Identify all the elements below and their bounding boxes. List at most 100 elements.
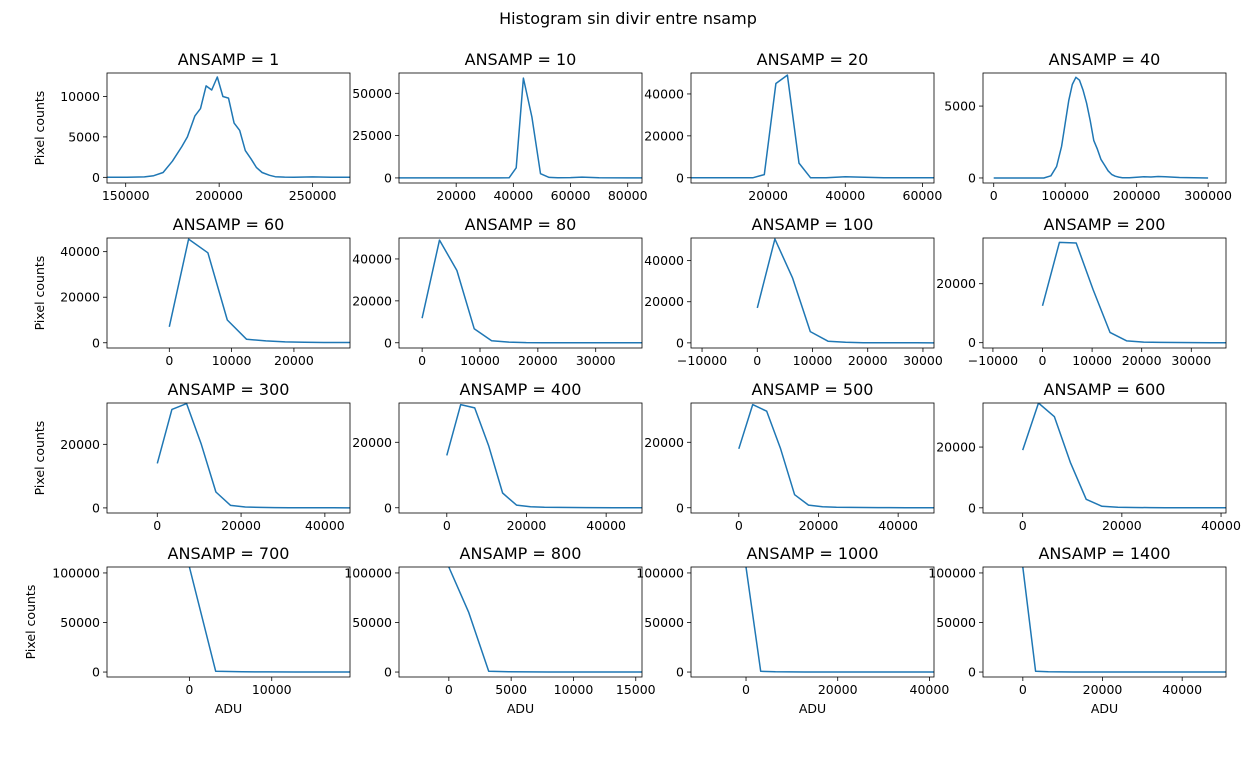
x-tick-label: 40000	[1201, 518, 1241, 533]
series-line	[745, 567, 934, 673]
x-tick-label: 20000	[748, 188, 788, 203]
x-tick-label: 150000	[102, 188, 150, 203]
y-tick-label: 0	[968, 170, 976, 185]
y-tick-label: 20000	[352, 293, 392, 308]
x-tick-label: 300000	[1184, 188, 1232, 203]
y-tick-label: 100000	[344, 565, 392, 580]
x-tick-label: 10000	[793, 353, 833, 368]
y-tick-label: 0	[676, 170, 684, 185]
x-tick-label: 40000	[825, 188, 865, 203]
y-tick-label: 0	[676, 665, 684, 680]
x-tick-label: 40000	[305, 518, 345, 533]
subplot-6: ANSAMP = 80 0 10000 20000 30000 0 20000 40000	[352, 215, 643, 368]
axes-frame	[106, 402, 351, 514]
y-axis-label: Pixel counts	[23, 585, 38, 660]
x-tick-label: 80000	[608, 188, 648, 203]
axes-frame	[398, 72, 643, 184]
series-line	[1041, 241, 1226, 344]
subplot-title: ANSAMP = 1	[178, 50, 280, 69]
subplot-title: ANSAMP = 600	[1044, 380, 1166, 399]
subplot-title: ANSAMP = 300	[168, 380, 290, 399]
x-tick-label: 0	[735, 518, 743, 533]
x-tick-label: 20000	[1122, 353, 1162, 368]
x-tick-label: 0	[445, 682, 453, 697]
series-line	[993, 76, 1209, 179]
y-tick-label: 100000	[636, 565, 684, 580]
y-tick-label: 0	[384, 170, 392, 185]
y-tick-label: 40000	[352, 251, 392, 266]
x-axis-label: ADU	[507, 701, 534, 716]
x-tick-label: 0	[185, 682, 193, 697]
x-axis-label: ADU	[799, 701, 826, 716]
x-tick-label: 10000	[252, 682, 292, 697]
axes-frame	[106, 566, 351, 678]
x-tick-label: 20000	[507, 518, 547, 533]
y-tick-label: 20000	[644, 435, 684, 450]
axes-frame	[106, 237, 351, 349]
y-tick-label: 40000	[644, 86, 684, 101]
y-tick-label: 0	[968, 500, 976, 515]
subplot-title: ANSAMP = 1000	[746, 544, 878, 563]
x-tick-label: 40000	[1162, 682, 1202, 697]
x-tick-label: 20000	[848, 353, 888, 368]
subplot-7: ANSAMP = 100 −10000 0 10000 20000 30000 0 20000…	[644, 215, 943, 368]
x-tick-label: 0	[418, 353, 426, 368]
x-tick-label: 0	[1019, 682, 1027, 697]
axes-frame	[982, 237, 1227, 349]
y-tick-label: 0	[92, 170, 100, 185]
subplot-2: ANSAMP = 10 20000 40000 60000 80000 0 25000 500…	[352, 50, 647, 203]
subplot-title: ANSAMP = 20	[757, 50, 869, 69]
subplot-8: ANSAMP = 200 −10000 0 10000 20000 30000 0 20000	[936, 215, 1227, 368]
x-tick-label: 20000	[436, 188, 476, 203]
subplot-16: ANSAMP = 1400 0 20000 40000 0 50000 100000 ADU	[928, 544, 1227, 716]
x-tick-label: 10000	[212, 353, 252, 368]
axes-frame	[982, 402, 1227, 514]
subplot-10: ANSAMP = 400 0 20000 40000 0 20000	[352, 380, 643, 533]
series-line	[756, 238, 934, 344]
subplot-title: ANSAMP = 200	[1044, 215, 1166, 234]
y-tick-label: 40000	[60, 244, 100, 259]
x-tick-label: 100000	[1041, 188, 1089, 203]
x-tick-label: 20000	[274, 353, 314, 368]
series-line	[156, 403, 350, 509]
x-tick-label: 250000	[289, 188, 337, 203]
subplot-title: ANSAMP = 100	[752, 215, 874, 234]
x-tick-label: 40000	[493, 188, 533, 203]
x-tick-label: 0	[1039, 353, 1047, 368]
x-tick-label: 0	[443, 518, 451, 533]
y-tick-label: 50000	[352, 615, 392, 630]
y-tick-label: 5000	[68, 129, 100, 144]
y-tick-label: 50000	[352, 86, 392, 101]
x-axis-label: ADU	[215, 701, 242, 716]
axes-frame	[106, 72, 351, 184]
y-tick-label: 0	[384, 500, 392, 515]
y-tick-label: 100000	[928, 565, 976, 580]
x-tick-label: 0	[165, 353, 173, 368]
x-tick-label: 40000	[878, 518, 918, 533]
y-tick-label: 20000	[644, 128, 684, 143]
x-tick-label: 30000	[903, 353, 943, 368]
series-line	[738, 403, 934, 509]
y-axis-label: Pixel counts	[32, 91, 47, 166]
x-tick-label: 30000	[1171, 353, 1211, 368]
y-tick-label: 20000	[936, 276, 976, 291]
y-tick-label: 25000	[352, 128, 392, 143]
y-axis-label: Pixel counts	[32, 421, 47, 496]
x-tick-label: 40000	[586, 518, 626, 533]
subplot-1: ANSAMP = 1 150000 200000 250000 0 5000 10000 Pi…	[32, 50, 351, 203]
y-tick-label: 0	[384, 335, 392, 350]
x-tick-label: 200000	[195, 188, 243, 203]
subplot-title: ANSAMP = 40	[1049, 50, 1161, 69]
series-line	[446, 403, 642, 509]
x-tick-label: 10000	[460, 353, 500, 368]
axes-frame	[690, 72, 935, 184]
subplot-title: ANSAMP = 500	[752, 380, 874, 399]
x-tick-label: 20000	[799, 518, 839, 533]
x-tick-label: 0	[990, 188, 998, 203]
y-tick-label: 0	[676, 500, 684, 515]
y-tick-label: 40000	[644, 253, 684, 268]
x-tick-label: 10000	[554, 682, 594, 697]
series-line	[107, 76, 350, 179]
x-tick-label: 20000	[518, 353, 558, 368]
